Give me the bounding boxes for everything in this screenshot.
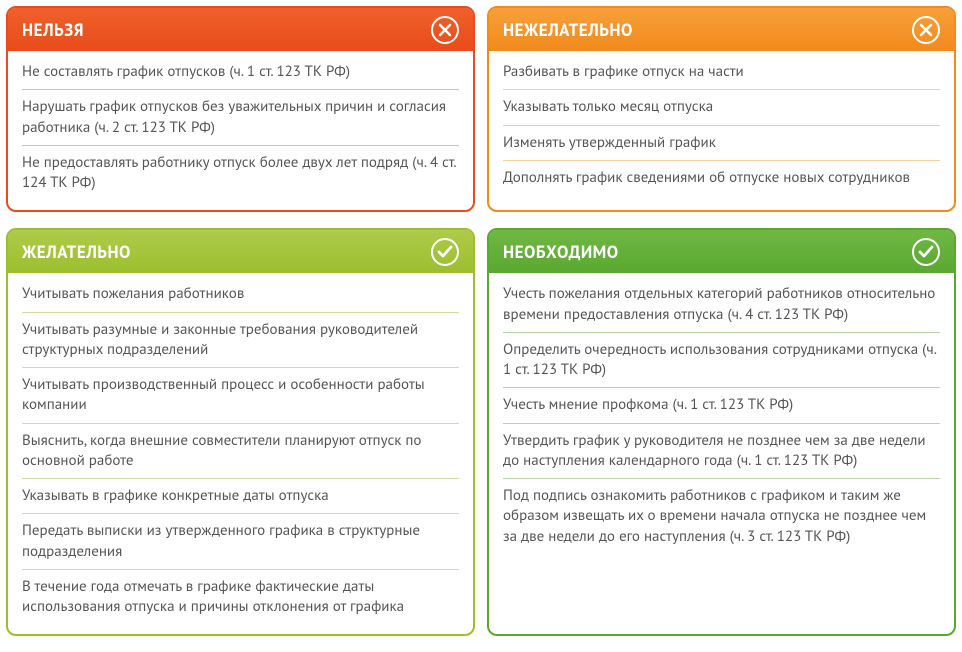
list-item: Учесть мнение профкома (ч. 1 ст. 123 ТК … — [503, 388, 940, 423]
list-item: Не составлять график отпусков (ч. 1 ст. … — [22, 55, 459, 90]
check-icon — [912, 238, 940, 266]
check-icon — [431, 238, 459, 266]
cross-icon — [912, 16, 940, 44]
list-item: Не предоставлять работнику отпуск более … — [22, 146, 459, 201]
list-item: Передать выписки из утвержденного график… — [22, 514, 459, 570]
card-title: ЖЕЛАТЕЛЬНО — [22, 241, 131, 263]
card-body: Учитывать пожелания работников Учитывать… — [8, 273, 473, 634]
list-item: Дополнять график сведениями об отпуске н… — [503, 161, 940, 195]
card-title: НЕЖЕЛАТЕЛЬНО — [503, 19, 633, 41]
list-item: Определить очередность использования сот… — [503, 333, 940, 389]
cross-icon — [431, 16, 459, 44]
list-item: Выяснить, когда внешние совместители пла… — [22, 424, 459, 480]
card-body: Не составлять график отпусков (ч. 1 ст. … — [8, 51, 473, 210]
list-item: Указывать в графике конкретные даты отпу… — [22, 479, 459, 514]
card-desirable: ЖЕЛАТЕЛЬНО Учитывать пожелания работнико… — [6, 228, 475, 636]
card-title: НЕЛЬЗЯ — [22, 19, 84, 41]
list-item: Разбивать в графике отпуск на части — [503, 55, 940, 90]
card-title: НЕОБХОДИМО — [503, 241, 619, 263]
list-item: Изменять утвержденный график — [503, 126, 940, 161]
list-item: Под подпись ознакомить работников с граф… — [503, 479, 940, 554]
card-required: НЕОБХОДИМО Учесть пожелания отдельных ка… — [487, 228, 956, 636]
card-header-required: НЕОБХОДИМО — [489, 230, 954, 273]
list-item: Учесть пожелания отдельных категорий раб… — [503, 277, 940, 333]
list-item: Учитывать разумные и законные требования… — [22, 313, 459, 369]
list-item: Утвердить график у руководителя не поздн… — [503, 424, 940, 480]
card-header-undesirable: НЕЖЕЛАТЕЛЬНО — [489, 8, 954, 51]
card-header-forbidden: НЕЛЬЗЯ — [8, 8, 473, 51]
list-item: Учитывать производственный процесс и осо… — [22, 368, 459, 424]
list-item: Указывать только месяц отпуска — [503, 90, 940, 125]
list-item: Нарушать график отпусков без уважительны… — [22, 90, 459, 146]
list-item: Учитывать пожелания работников — [22, 277, 459, 312]
card-header-desirable: ЖЕЛАТЕЛЬНО — [8, 230, 473, 273]
card-forbidden: НЕЛЬЗЯ Не составлять график отпусков (ч.… — [6, 6, 475, 212]
card-body: Разбивать в графике отпуск на части Указ… — [489, 51, 954, 205]
card-body: Учесть пожелания отдельных категорий раб… — [489, 273, 954, 564]
card-undesirable: НЕЖЕЛАТЕЛЬНО Разбивать в графике отпуск … — [487, 6, 956, 212]
list-item: В течение года отмечать в графике фактич… — [22, 570, 459, 625]
cards-grid: НЕЛЬЗЯ Не составлять график отпусков (ч.… — [6, 6, 956, 636]
